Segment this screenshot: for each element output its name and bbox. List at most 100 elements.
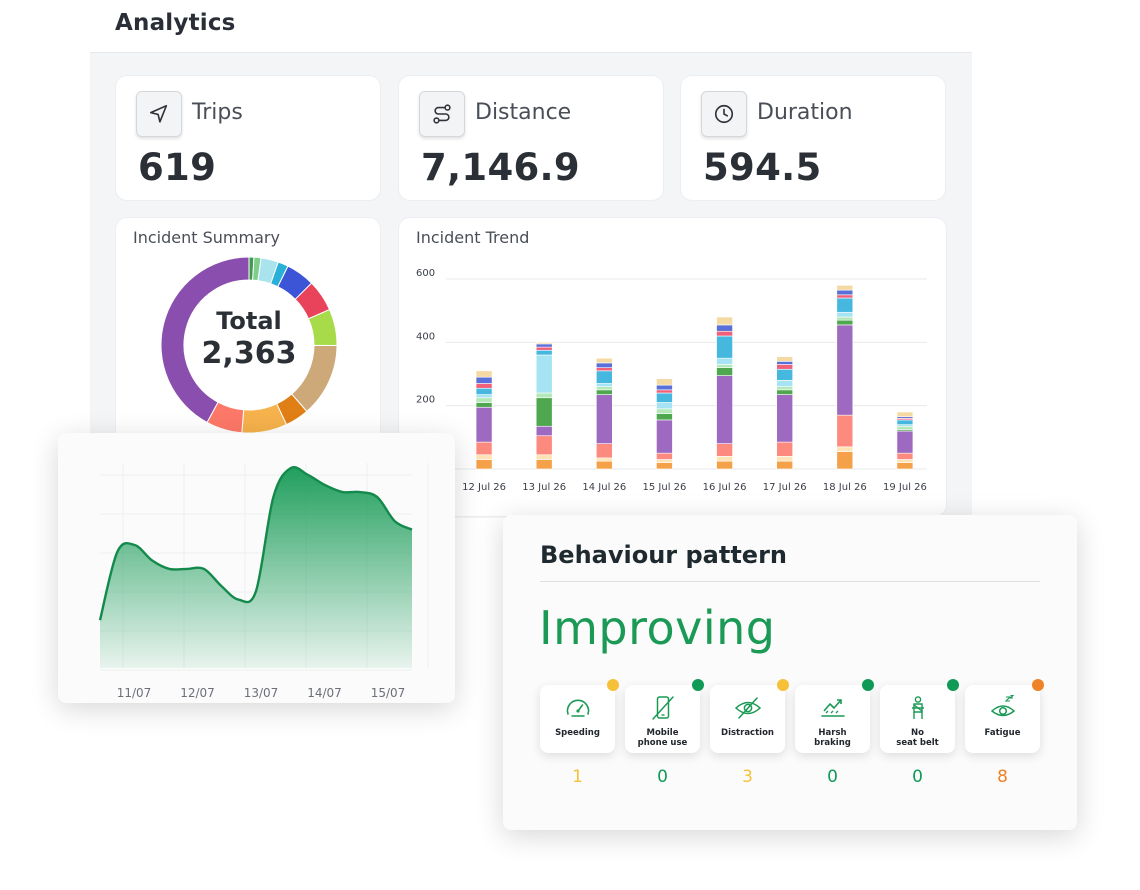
bar-segment[interactable]	[716, 364, 733, 368]
stat-card-duration[interactable]: Duration 594.5	[680, 75, 946, 201]
status-dot	[692, 679, 704, 691]
bar-segment[interactable]	[596, 389, 613, 395]
bar-segment[interactable]	[596, 357, 613, 364]
bar-segment[interactable]	[896, 462, 914, 470]
clock-icon	[701, 91, 747, 137]
bar-segment[interactable]	[836, 319, 854, 326]
bar-segment[interactable]	[475, 402, 493, 408]
bar-segment[interactable]	[475, 376, 493, 384]
bar-segment[interactable]	[896, 430, 914, 454]
bar-segment[interactable]	[535, 454, 553, 460]
bar-segment[interactable]	[535, 459, 553, 470]
bar-segment[interactable]	[716, 367, 733, 376]
bar-segment[interactable]	[776, 380, 793, 387]
metric-tile-distraction[interactable]: Distraction	[710, 679, 789, 753]
bar-segment[interactable]	[896, 459, 914, 463]
bar-segment[interactable]	[716, 316, 733, 326]
bar-segment[interactable]	[776, 356, 793, 362]
bar-segment[interactable]	[475, 406, 493, 443]
bar-segment[interactable]	[836, 451, 854, 470]
bar-segment[interactable]	[656, 413, 673, 421]
bar-segment[interactable]	[776, 456, 793, 462]
bar-segment[interactable]	[656, 452, 673, 460]
bar-segment[interactable]	[836, 316, 854, 321]
bar-segment[interactable]	[836, 414, 854, 448]
bar-segment[interactable]	[656, 408, 673, 414]
bar-segment[interactable]	[656, 402, 673, 410]
bar-segment[interactable]	[596, 367, 613, 372]
bar-segment[interactable]	[716, 443, 733, 457]
bar-segment[interactable]	[535, 425, 553, 437]
donut-slice[interactable]	[160, 256, 250, 424]
bar-segment[interactable]	[896, 419, 914, 425]
bar-segment[interactable]	[535, 342, 553, 345]
bar-segment[interactable]	[596, 394, 613, 444]
bar-segment[interactable]	[596, 443, 613, 459]
bar-segment[interactable]	[776, 460, 793, 470]
bar-segment[interactable]	[836, 294, 854, 299]
bar-segment[interactable]	[836, 289, 854, 296]
bar-segment[interactable]	[836, 324, 854, 416]
bar-segment[interactable]	[475, 370, 493, 378]
bar-segment[interactable]	[716, 456, 733, 462]
bar-segment[interactable]	[836, 297, 854, 313]
bar-segment[interactable]	[656, 419, 673, 454]
bar-segment[interactable]	[535, 354, 553, 394]
bar-segment[interactable]	[596, 383, 613, 387]
x-tick-label: 14/07	[307, 686, 342, 700]
bar-segment[interactable]	[776, 386, 793, 391]
bar-segment[interactable]	[596, 362, 613, 368]
bar-segment[interactable]	[475, 397, 493, 403]
bar-segment[interactable]	[535, 343, 553, 348]
bar-segment[interactable]	[475, 454, 493, 460]
stat-card-trips[interactable]: Trips 619	[115, 75, 381, 201]
bar-segment[interactable]	[716, 357, 733, 365]
bar-segment[interactable]	[656, 459, 673, 463]
bar-segment[interactable]	[656, 378, 673, 386]
bar-segment[interactable]	[475, 383, 493, 389]
metric-tile-no-seat-belt[interactable]: No seat belt	[880, 679, 959, 753]
stat-card-distance[interactable]: Distance 7,146.9	[398, 75, 664, 201]
bar-segment[interactable]	[475, 459, 493, 470]
metric-tile-speeding[interactable]: Speeding	[540, 679, 619, 753]
bar-segment[interactable]	[716, 330, 733, 337]
bar-segment[interactable]	[596, 457, 613, 462]
bar-segment[interactable]	[596, 386, 613, 391]
area-line	[98, 466, 413, 621]
bar-segment[interactable]	[535, 397, 553, 427]
bar-segment[interactable]	[776, 394, 793, 443]
bar-segment[interactable]	[836, 446, 854, 452]
bar-segment[interactable]	[475, 441, 493, 456]
bar-segment[interactable]	[716, 324, 733, 332]
bar-segment[interactable]	[535, 349, 553, 356]
bar-segment[interactable]	[776, 389, 793, 395]
bar-segment[interactable]	[836, 311, 854, 318]
bar-segment[interactable]	[716, 375, 733, 444]
metric-tile-mobile-phone-use[interactable]: Mobile phone use	[625, 679, 704, 753]
bar-segment[interactable]	[535, 435, 553, 456]
bar-segment[interactable]	[656, 392, 673, 403]
bar-segment[interactable]	[656, 389, 673, 394]
bar-segment[interactable]	[716, 460, 733, 470]
bar-segment[interactable]	[596, 460, 613, 470]
bar-segment[interactable]	[896, 425, 914, 430]
metric-count-mobile-phone-use: 0	[657, 767, 668, 787]
metric-tile-harsh-braking[interactable]: Harsh braking	[795, 679, 874, 753]
bar-segment[interactable]	[776, 361, 793, 365]
bar-segment[interactable]	[535, 346, 553, 351]
bar-segment[interactable]	[656, 384, 673, 391]
bar-segment[interactable]	[656, 462, 673, 470]
metric-count-fatigue: 8	[997, 767, 1008, 787]
bar-segment[interactable]	[836, 285, 854, 291]
bar-segment[interactable]	[896, 452, 914, 460]
bar-segment[interactable]	[776, 364, 793, 370]
bar-segment[interactable]	[776, 368, 793, 381]
bar-segment[interactable]	[596, 370, 613, 384]
bar-segment[interactable]	[716, 335, 733, 359]
bar-segment[interactable]	[535, 392, 553, 399]
metric-tile-fatigue[interactable]: Fatigue	[965, 679, 1044, 753]
bar-segment[interactable]	[475, 387, 493, 395]
bar-segment[interactable]	[475, 394, 493, 399]
bar-segment[interactable]	[776, 441, 793, 457]
bar-segment[interactable]	[896, 411, 914, 418]
